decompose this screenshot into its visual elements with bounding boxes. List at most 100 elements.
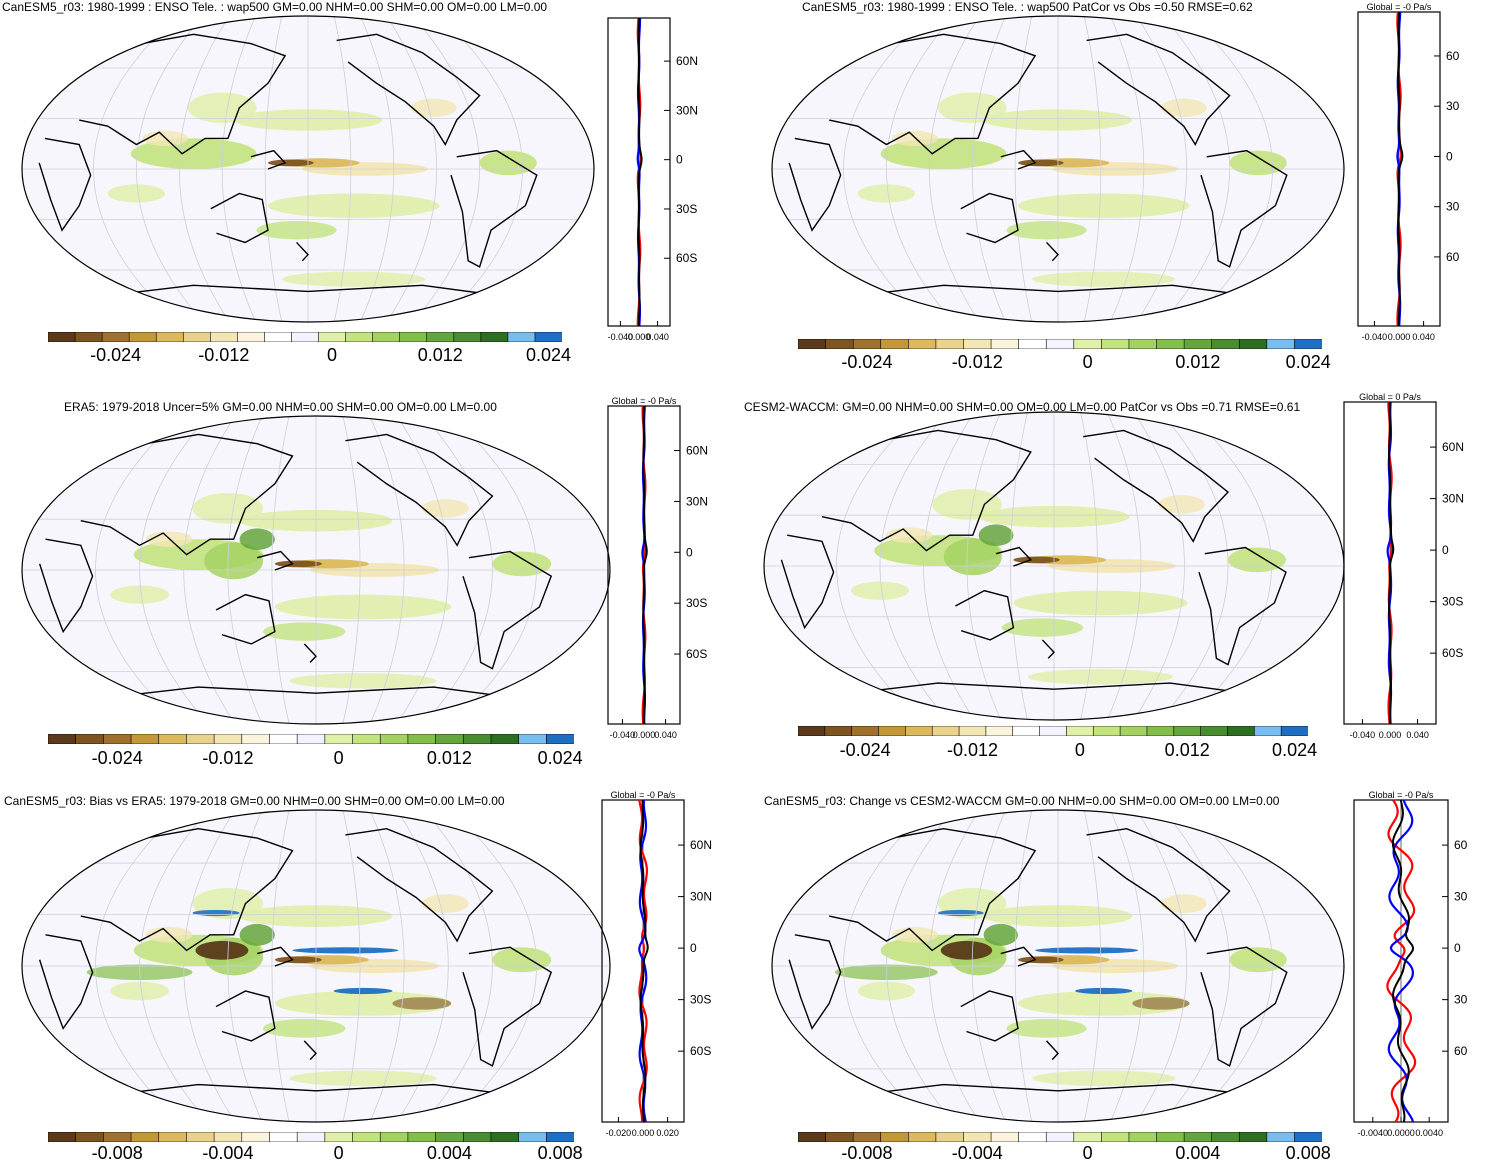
lat-label: 0 <box>676 153 683 167</box>
colorbar-tick-label: 0 <box>327 345 338 365</box>
lat-label: 60N <box>690 838 712 852</box>
colorbar-box <box>958 726 987 736</box>
lat-label: 0 <box>1446 149 1453 163</box>
x-tick-label: 0.000 <box>1388 332 1411 342</box>
colorbar-box <box>507 332 536 342</box>
colorbar-tick-label: 0.012 <box>1175 352 1221 372</box>
field-green-io <box>857 981 915 1001</box>
lat-label: 60S <box>690 1044 711 1058</box>
profile-title: Global = -0 Pa/s <box>611 790 676 800</box>
colorbar-box <box>407 1132 437 1142</box>
field-green-io <box>857 184 915 203</box>
field-green-io <box>110 585 169 604</box>
colorbar <box>798 1132 1322 1142</box>
colorbar-box <box>798 726 826 736</box>
colorbar-box <box>935 339 965 349</box>
field-bias-blue-2 <box>1075 987 1133 995</box>
colorbar-tick-label: -0.012 <box>198 345 250 365</box>
colorbar-box <box>1018 339 1048 349</box>
field-brown <box>1017 159 1064 167</box>
lat-label: 30 <box>1446 200 1460 214</box>
colorbar-box <box>880 339 910 349</box>
panel-title: CanESM5_r03: Bias vs ERA5: 1979-2018 GM=… <box>4 794 505 808</box>
colorbar-box <box>1018 1132 1048 1142</box>
colorbar-box <box>352 734 382 744</box>
field-brown <box>1013 556 1060 564</box>
colorbar-box <box>462 1132 492 1142</box>
field-bias-blue <box>1035 947 1139 954</box>
colorbar-box <box>1045 1132 1075 1142</box>
colorbar-box <box>1238 1132 1268 1142</box>
colorbar-tick-label: -0.008 <box>841 1143 893 1163</box>
profile-line-model <box>638 799 648 1123</box>
colorbar-box <box>990 339 1020 349</box>
colorbar-box <box>963 339 992 349</box>
x-tick-label: 0.0000 <box>1387 1128 1415 1138</box>
field-green-core <box>978 524 1014 546</box>
colorbar-box <box>1146 726 1175 736</box>
colorbar-box <box>824 726 853 736</box>
panel-title: CanESM5_r03: 1980-1999 : ENSO Tele. : wa… <box>2 0 548 14</box>
colorbar-box <box>241 734 271 744</box>
colorbar-box <box>985 726 1014 736</box>
colorbar-box <box>878 726 907 736</box>
colorbar-box <box>1280 726 1308 736</box>
panel-title: CanESM5_r03: 1980-1999 : ENSO Tele. : wa… <box>802 0 1253 14</box>
x-tick-label: 0.000 <box>633 730 656 740</box>
colorbar-box <box>158 1132 188 1142</box>
field-green-io <box>851 581 909 600</box>
field-green-atl <box>1229 947 1287 973</box>
profile-line-mean <box>639 799 649 1123</box>
colorbar-labels: -0.024 -0.012 0 0.012 0.024 <box>798 740 1318 762</box>
colorbar-box <box>908 1132 937 1142</box>
colorbar-box <box>1039 726 1068 736</box>
colorbar-box <box>48 332 76 342</box>
colorbar-box <box>990 1132 1020 1142</box>
colorbar-box <box>324 734 354 744</box>
colorbar-box <box>1156 1132 1185 1142</box>
lat-label: 60N <box>676 54 698 68</box>
colorbar-box <box>1254 726 1282 736</box>
graticule <box>772 16 1344 322</box>
field-brown <box>274 560 322 568</box>
colorbar-box <box>1183 1132 1213 1142</box>
colorbar-tick-label: 0.004 <box>1175 1143 1221 1163</box>
colorbar-tick-label: -0.024 <box>839 740 891 760</box>
field-tan-3 <box>421 894 469 913</box>
colorbar-tick-label: -0.012 <box>202 748 254 768</box>
field-tan-3 <box>421 499 469 518</box>
lat-label: 60S <box>676 251 697 265</box>
colorbar-box <box>407 734 437 744</box>
colorbar <box>48 332 562 342</box>
lat-label: 30N <box>690 890 712 904</box>
colorbar-labels: -0.024 -0.012 0 0.012 0.024 <box>48 748 583 770</box>
colorbar-box <box>269 1132 298 1142</box>
colorbar-box <box>379 1132 409 1142</box>
lat-label: 60 <box>1454 1044 1468 1058</box>
lat-label: 30N <box>686 494 708 508</box>
colorbar <box>798 339 1322 349</box>
colorbar-box <box>1101 1132 1130 1142</box>
colorbar-box <box>963 1132 992 1142</box>
lat-label: 60 <box>1454 838 1468 852</box>
profile-line-mean <box>1397 11 1404 327</box>
field-green-io <box>107 184 165 203</box>
field-green-asia <box>187 92 257 124</box>
colorbar-tick-label: -0.012 <box>951 352 1003 372</box>
field-green-sw <box>263 1019 346 1038</box>
colorbar-box <box>158 734 188 744</box>
graticule <box>22 810 610 1122</box>
colorbar-box <box>1211 1132 1241 1142</box>
colorbar-box <box>1092 726 1121 736</box>
field-green-spac <box>1017 990 1190 1016</box>
colorbar-box <box>1227 726 1256 736</box>
colorbar-box <box>213 1132 243 1142</box>
colorbar-box <box>534 332 562 342</box>
lat-label: 30S <box>676 202 697 216</box>
field-green-sw <box>1001 618 1083 637</box>
x-tick-label: 0.040 <box>1406 730 1429 740</box>
colorbar-tick-label: -0.004 <box>202 1143 254 1163</box>
colorbar-box <box>1012 726 1041 736</box>
colorbar-box <box>291 332 320 342</box>
